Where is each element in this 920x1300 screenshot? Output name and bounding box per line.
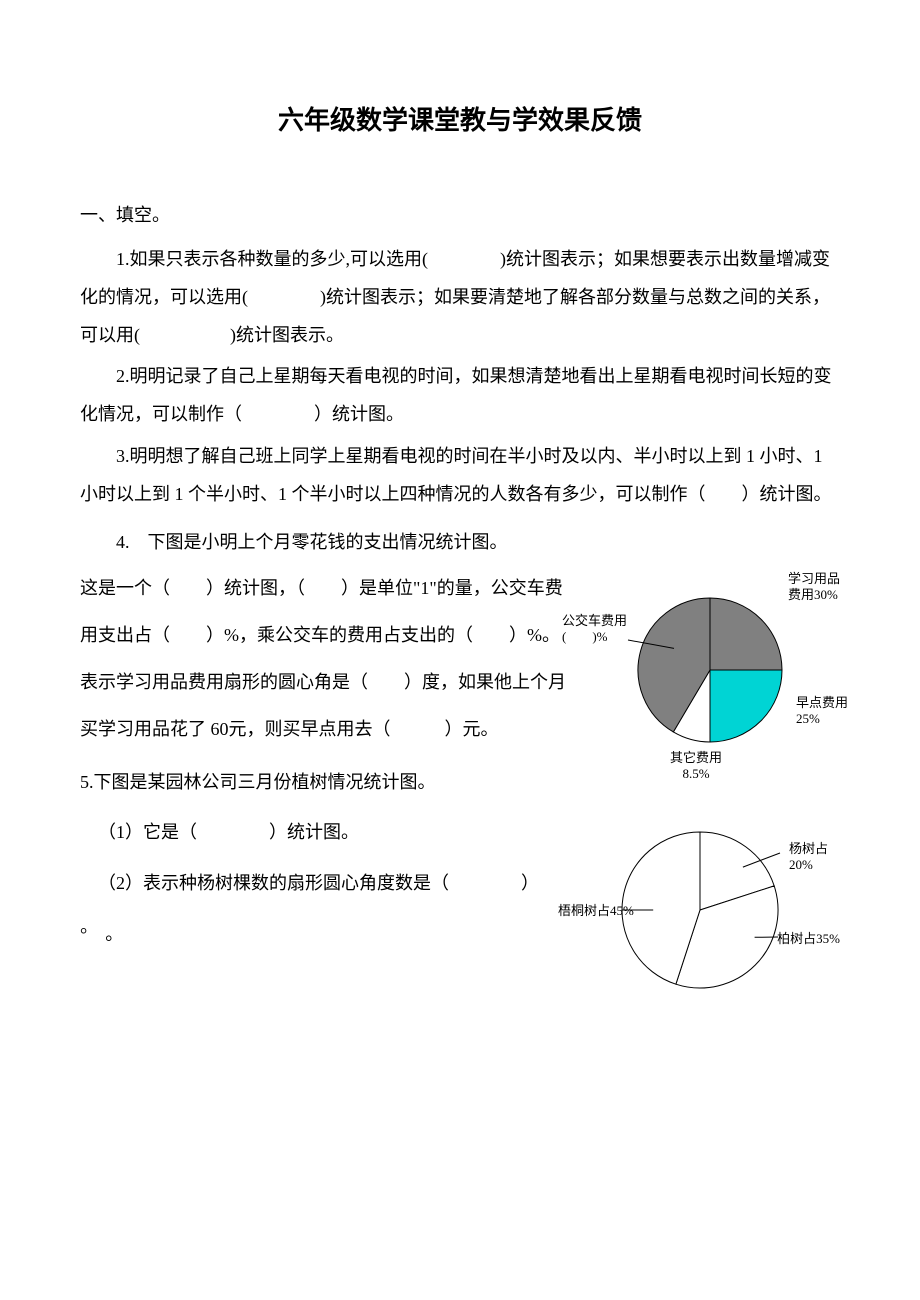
pie2-label-wutong: 梧桐树占45% [558, 903, 634, 919]
page-title: 六年级数学课堂教与学效果反馈 [80, 100, 840, 137]
question-3: 3.明明想了解自己班上同学上星期看电视的时间在半小时及以内、半小时以上到 1 小… [80, 438, 840, 514]
pie1-label-bus: 公交车费用( )% [562, 613, 627, 644]
question-4-body: 这是一个（ ）统计图，（ ）是单位"1"的量，公交车费用支出占（ ）%，乘公交车… [80, 565, 570, 752]
pie-chart-trees: 杨树占20% 柏树占35% 梧桐树占45% [580, 815, 840, 1015]
pie1-label-other: 其它费用8.5% [670, 750, 722, 781]
question-1: 1.如果只表示各种数量的多少,可以选用( )统计图表示；如果想要表示出数量增减变… [80, 241, 840, 354]
pie-chart-spending: 学习用品费用30% 早点费用25% 其它费用8.5% 公交车费用( )% [580, 565, 840, 785]
pie1-slice-breakfast [710, 670, 782, 742]
pie1-slice-study [710, 598, 782, 670]
pie2-label-bai: 柏树占35% [777, 931, 840, 947]
question-5-2: （2）表示种杨树棵数的扇形圆心角度数是（ ） [80, 860, 570, 907]
question-5-1: （1）它是（ ）统计图。 [80, 809, 570, 856]
section-1-header: 一、填空。 [80, 197, 840, 233]
pie1-label-breakfast: 早点费用25% [796, 695, 848, 726]
question-2: 2.明明记录了自己上星期每天看电视的时间，如果想清楚地看出上星期看电视时间长短的… [80, 358, 840, 434]
question-5-intro: 5.下图是某园林公司三月份植树情况统计图。 [80, 759, 570, 806]
question-4-block: 这是一个（ ）统计图，（ ）是单位"1"的量，公交车费用支出占（ ）%，乘公交车… [80, 565, 840, 1015]
pie1-label-study: 学习用品费用30% [788, 571, 840, 602]
question-4-intro: 4. 下图是小明上个月零花钱的支出情况统计图。 [80, 524, 840, 562]
question-5-2-end: ° 。 [80, 911, 570, 958]
pie2-label-yang: 杨树占20% [789, 841, 828, 872]
